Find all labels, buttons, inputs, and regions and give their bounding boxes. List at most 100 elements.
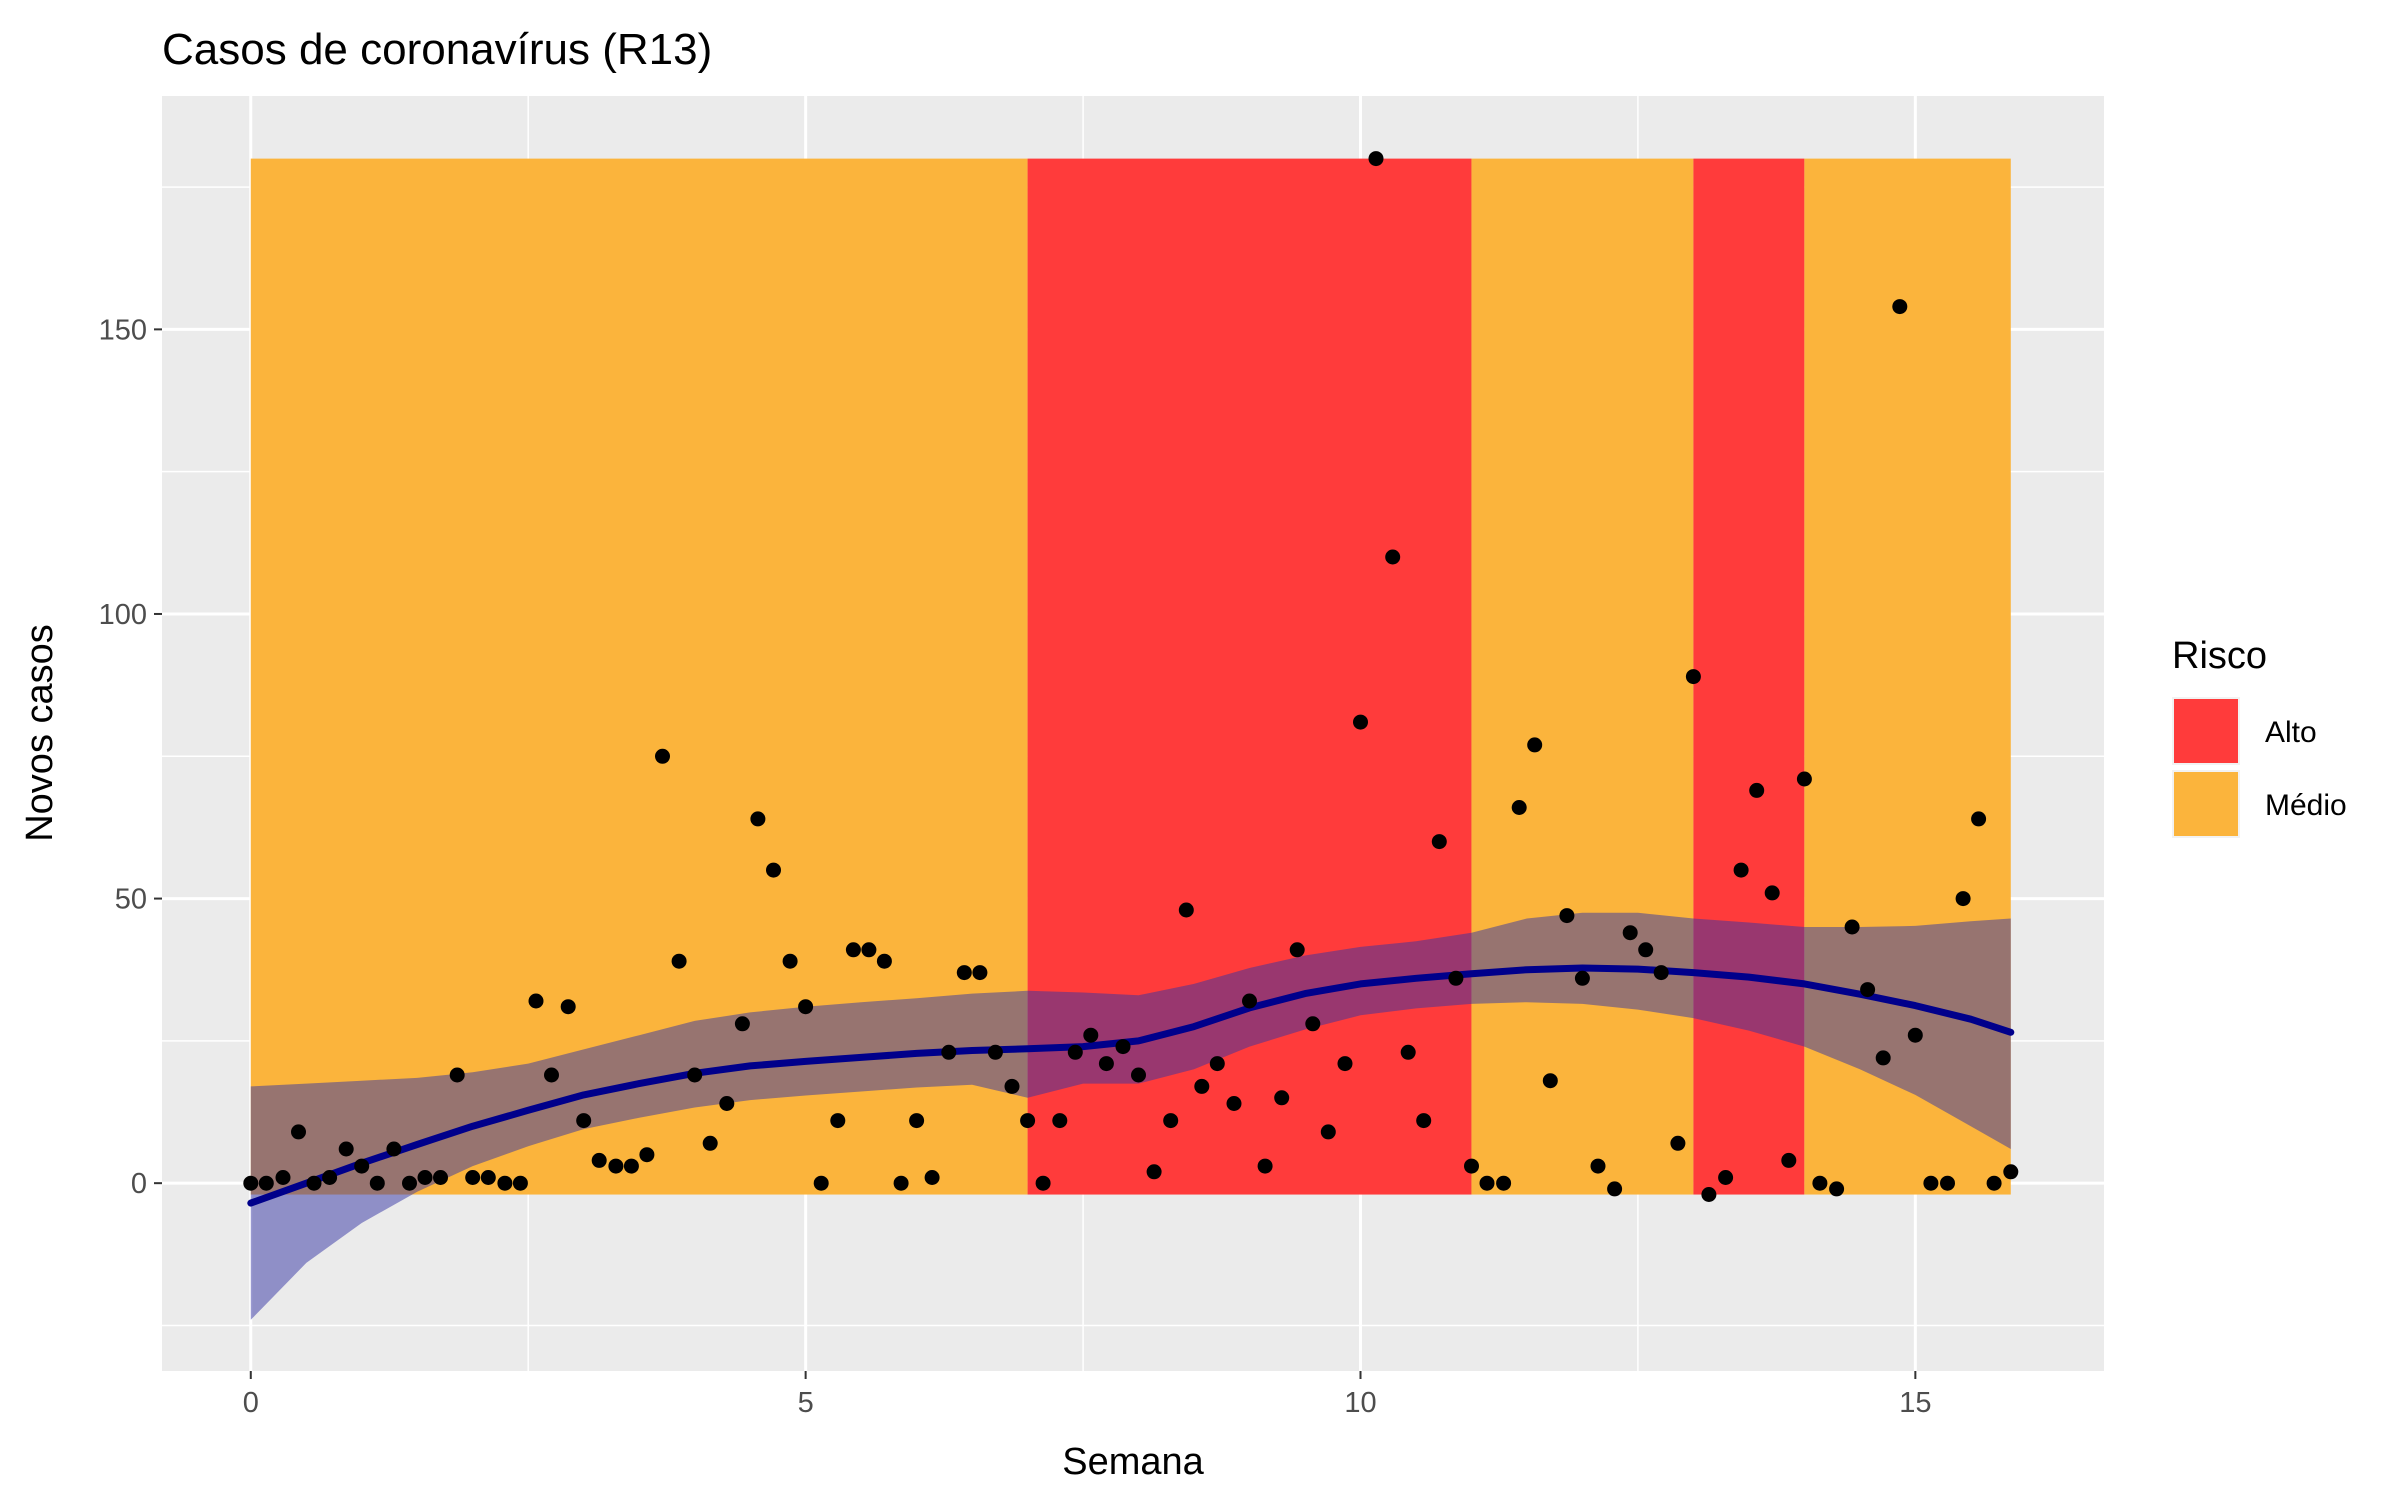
data-point-110 [1986,1175,2002,1191]
data-point-83 [1559,908,1575,924]
data-point-15 [480,1170,496,1185]
data-point-81 [1527,737,1543,753]
data-point-85 [1590,1158,1606,1174]
data-point-71 [1368,151,1384,167]
data-point-84 [1574,970,1590,986]
data-point-42 [909,1113,925,1129]
data-point-6 [338,1141,354,1157]
data-point-99 [1812,1175,1828,1191]
data-point-63 [1242,993,1257,1009]
y-axis-tick-labels: 0 50 100 150 [99,314,147,1200]
data-point-13 [449,1067,465,1083]
data-point-105 [1907,1027,1923,1043]
data-point-93 [1718,1170,1734,1185]
legend: Risco Alto Médio [2172,635,2347,838]
data-point-61 [1209,1056,1225,1072]
data-point-91 [1685,669,1701,685]
x-tick-label-1: 5 [798,1387,814,1419]
data-point-107 [1940,1175,1955,1191]
data-point-72 [1385,549,1401,565]
data-point-108 [1955,891,1971,907]
data-point-54 [1098,1056,1114,1072]
data-point-103 [1875,1050,1891,1066]
data-point-17 [512,1175,528,1191]
chart-title: Casos de coronavírus (R13) [162,25,712,74]
data-point-53 [1083,1027,1099,1043]
trend-line [247,964,2015,1207]
data-point-20 [560,999,576,1015]
data-point-24 [623,1158,639,1174]
data-point-34 [782,953,798,969]
data-point-65 [1274,1090,1290,1106]
data-point-18 [528,993,544,1009]
data-point-74 [1416,1113,1432,1129]
data-point-22 [591,1152,607,1168]
data-point-30 [719,1096,735,1111]
data-point-87 [1622,925,1638,941]
x-axis-title: Semana [1062,1441,1204,1483]
data-point-106 [1923,1175,1939,1191]
data-point-3 [291,1124,306,1140]
data-point-40 [876,953,892,969]
data-point-12 [433,1170,448,1185]
data-point-57 [1146,1164,1162,1180]
data-point-77 [1464,1158,1479,1174]
data-point-43 [924,1170,940,1185]
data-point-76 [1448,970,1464,986]
data-point-56 [1131,1067,1146,1083]
data-point-55 [1115,1039,1131,1055]
data-point-52 [1067,1044,1083,1060]
data-point-104 [1892,299,1908,315]
data-point-11 [417,1170,433,1185]
risk-band-medio-2 [1471,158,1694,1195]
data-point-25 [639,1147,655,1163]
data-point-26 [655,748,670,764]
data-point-8 [369,1175,385,1191]
data-point-0 [243,1175,259,1191]
data-point-44 [941,1044,957,1060]
data-point-4 [306,1175,322,1191]
data-point-89 [1653,965,1669,981]
data-point-37 [830,1113,846,1129]
data-point-60 [1194,1078,1210,1094]
data-point-58 [1163,1113,1179,1129]
data-point-16 [497,1175,513,1191]
x-tick-label-0: 0 [243,1387,259,1419]
data-point-66 [1289,942,1305,958]
data-point-82 [1542,1073,1558,1089]
data-point-27 [671,953,687,969]
x-tick-label-2: 10 [1344,1387,1376,1419]
data-point-102 [1860,982,1876,998]
data-point-97 [1781,1152,1797,1168]
data-point-109 [1971,811,1987,827]
data-point-29 [702,1135,718,1151]
y-axis-title: Novos casos [19,624,61,842]
data-point-32 [750,811,766,827]
y-tick-label-1: 50 [115,884,147,916]
data-point-50 [1035,1175,1051,1191]
data-point-48 [1004,1078,1020,1094]
data-point-101 [1844,919,1860,935]
y-tick-label-3: 150 [99,314,147,346]
data-point-64 [1257,1158,1273,1174]
data-point-49 [1020,1113,1036,1129]
data-point-86 [1607,1181,1623,1197]
data-point-10 [402,1175,417,1191]
data-point-47 [987,1044,1003,1060]
data-point-75 [1431,834,1447,850]
data-point-59 [1178,902,1194,918]
data-point-5 [322,1170,338,1185]
data-point-73 [1400,1044,1416,1060]
data-points [243,151,2019,1202]
data-point-1 [258,1175,274,1191]
legend-swatch-alto [2174,699,2238,763]
data-point-33 [766,862,781,878]
data-point-90 [1670,1135,1686,1151]
data-point-98 [1796,771,1812,787]
data-point-41 [893,1175,909,1191]
data-point-2 [275,1170,291,1185]
data-point-69 [1337,1056,1353,1072]
y-axis-ticks [154,328,162,1185]
data-point-79 [1496,1175,1512,1191]
